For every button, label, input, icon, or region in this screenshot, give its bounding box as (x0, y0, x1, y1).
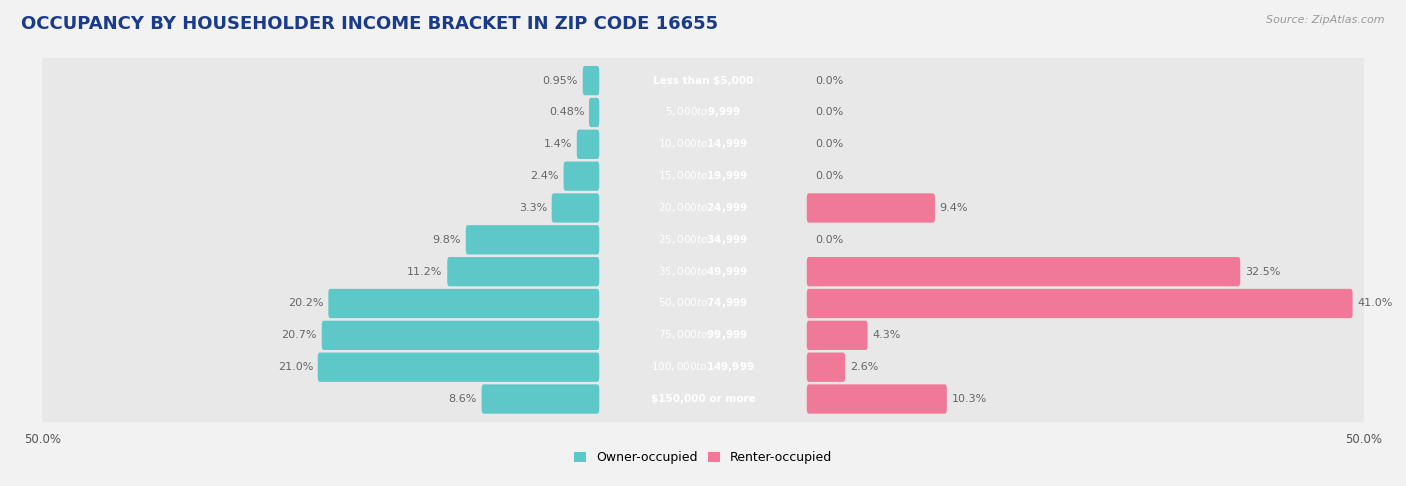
Text: Less than $5,000: Less than $5,000 (652, 76, 754, 86)
FancyBboxPatch shape (576, 130, 599, 159)
FancyBboxPatch shape (551, 193, 599, 223)
FancyBboxPatch shape (465, 225, 599, 255)
FancyBboxPatch shape (589, 98, 599, 127)
Text: 9.8%: 9.8% (433, 235, 461, 245)
FancyBboxPatch shape (807, 352, 845, 382)
FancyBboxPatch shape (564, 161, 599, 191)
FancyBboxPatch shape (25, 217, 1381, 263)
Text: 0.0%: 0.0% (815, 171, 844, 181)
FancyBboxPatch shape (807, 193, 935, 223)
Text: 3.3%: 3.3% (519, 203, 547, 213)
FancyBboxPatch shape (322, 321, 599, 350)
FancyBboxPatch shape (25, 344, 1381, 390)
Text: $10,000 to $14,999: $10,000 to $14,999 (658, 137, 748, 151)
Text: 21.0%: 21.0% (278, 362, 314, 372)
Text: 2.4%: 2.4% (530, 171, 560, 181)
Text: $150,000 or more: $150,000 or more (651, 394, 755, 404)
FancyBboxPatch shape (329, 289, 599, 318)
FancyBboxPatch shape (25, 280, 1381, 327)
FancyBboxPatch shape (25, 376, 1381, 422)
Text: $20,000 to $24,999: $20,000 to $24,999 (658, 201, 748, 215)
Text: 41.0%: 41.0% (1357, 298, 1392, 309)
Text: $35,000 to $49,999: $35,000 to $49,999 (658, 265, 748, 278)
Text: 1.4%: 1.4% (544, 139, 572, 149)
FancyBboxPatch shape (447, 257, 599, 286)
Legend: Owner-occupied, Renter-occupied: Owner-occupied, Renter-occupied (568, 447, 838, 469)
Text: $50,000 to $74,999: $50,000 to $74,999 (658, 296, 748, 311)
Text: $75,000 to $99,999: $75,000 to $99,999 (658, 329, 748, 342)
FancyBboxPatch shape (25, 153, 1381, 199)
Text: $100,000 to $149,999: $100,000 to $149,999 (651, 360, 755, 374)
Text: 9.4%: 9.4% (939, 203, 969, 213)
FancyBboxPatch shape (25, 248, 1381, 295)
FancyBboxPatch shape (807, 321, 868, 350)
Text: 20.2%: 20.2% (288, 298, 323, 309)
Text: 0.0%: 0.0% (815, 107, 844, 118)
Text: 0.0%: 0.0% (815, 235, 844, 245)
Text: 0.0%: 0.0% (815, 76, 844, 86)
Text: OCCUPANCY BY HOUSEHOLDER INCOME BRACKET IN ZIP CODE 16655: OCCUPANCY BY HOUSEHOLDER INCOME BRACKET … (21, 15, 718, 33)
FancyBboxPatch shape (582, 66, 599, 95)
Text: 11.2%: 11.2% (408, 267, 443, 277)
Text: 32.5%: 32.5% (1244, 267, 1281, 277)
Text: 0.0%: 0.0% (815, 139, 844, 149)
Text: 0.48%: 0.48% (548, 107, 585, 118)
FancyBboxPatch shape (25, 185, 1381, 231)
FancyBboxPatch shape (318, 352, 599, 382)
Text: $25,000 to $34,999: $25,000 to $34,999 (658, 233, 748, 247)
FancyBboxPatch shape (807, 257, 1240, 286)
FancyBboxPatch shape (25, 312, 1381, 359)
Text: Source: ZipAtlas.com: Source: ZipAtlas.com (1267, 15, 1385, 25)
Text: $5,000 to $9,999: $5,000 to $9,999 (665, 105, 741, 120)
FancyBboxPatch shape (25, 89, 1381, 136)
Text: 10.3%: 10.3% (952, 394, 987, 404)
FancyBboxPatch shape (807, 384, 946, 414)
FancyBboxPatch shape (25, 57, 1381, 104)
Text: 8.6%: 8.6% (449, 394, 477, 404)
Text: $15,000 to $19,999: $15,000 to $19,999 (658, 169, 748, 183)
Text: 2.6%: 2.6% (849, 362, 879, 372)
FancyBboxPatch shape (482, 384, 599, 414)
FancyBboxPatch shape (25, 121, 1381, 168)
Text: 4.3%: 4.3% (872, 330, 901, 340)
FancyBboxPatch shape (807, 289, 1353, 318)
Text: 20.7%: 20.7% (281, 330, 318, 340)
Text: 0.95%: 0.95% (543, 76, 578, 86)
